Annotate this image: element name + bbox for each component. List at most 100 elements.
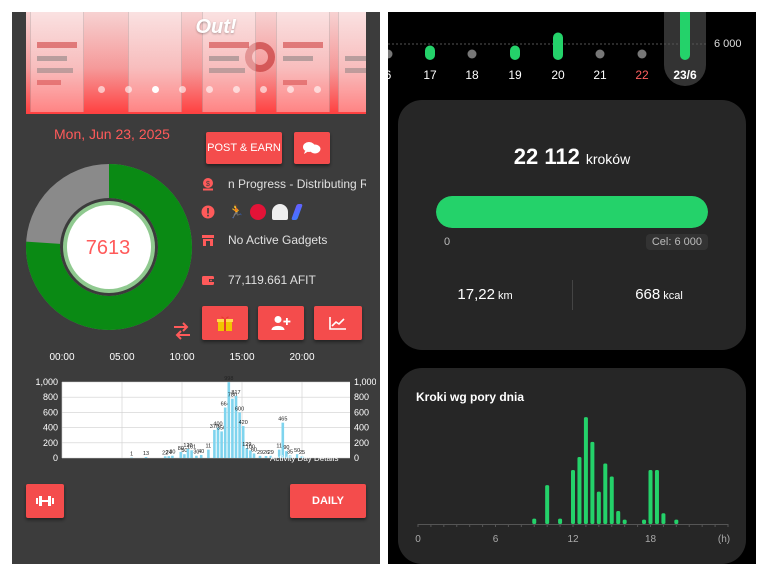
steps-count: 7613: [85, 237, 131, 259]
hourly-bar: [596, 491, 601, 524]
alert-icon: [200, 204, 216, 220]
post-earn-button[interactable]: POST & EARN: [206, 132, 282, 164]
banner-title: Out!: [195, 16, 237, 38]
wallet-icon: [200, 272, 216, 288]
hourly-bar: [532, 518, 537, 524]
histogram-bar: [245, 448, 249, 458]
line-chart-icon: [329, 317, 346, 330]
carousel-dot[interactable]: [125, 86, 132, 93]
store-icon: [200, 232, 216, 248]
swap-arrows-icon[interactable]: [172, 322, 192, 345]
histogram-bar-label: 90: [283, 445, 289, 451]
carousel-dots[interactable]: [98, 86, 328, 96]
histogram-bar: [207, 449, 210, 458]
day-steps-bar: [553, 32, 563, 60]
chat-button[interactable]: [294, 132, 330, 164]
stat-divider: [572, 280, 573, 310]
day-label[interactable]: 6: [388, 68, 403, 82]
add-user-icon: [271, 316, 291, 330]
carousel-dot[interactable]: [98, 86, 105, 93]
steps-unit: kroków: [585, 151, 631, 167]
histogram-bar: [186, 448, 190, 458]
hourly-bar: [571, 470, 575, 524]
histogram-bar-label: 420: [239, 420, 248, 426]
carousel-dot[interactable]: [206, 86, 213, 93]
histogram-y-tick-right: 0: [354, 453, 359, 463]
histogram-bar: [249, 450, 252, 458]
histogram-bar: [163, 456, 167, 458]
hourly-x-unit: (h): [718, 534, 730, 545]
histogram-bar: [195, 455, 198, 458]
histogram-bar-label: 24: [166, 450, 172, 456]
distance-stat: 17,22 km: [398, 286, 572, 304]
gift-button[interactable]: [202, 306, 248, 340]
day-label[interactable]: 23/6: [673, 68, 697, 82]
carousel-dot[interactable]: [233, 86, 240, 93]
ring-center: [67, 205, 151, 289]
alert-row: 🏃: [200, 202, 366, 222]
histogram-bar-label: 80: [178, 446, 184, 452]
promo-banner[interactable]: Out!: [26, 12, 366, 114]
workout-button[interactable]: [26, 484, 64, 518]
hourly-bar: [642, 519, 647, 524]
hourly-bar: [661, 513, 666, 524]
carousel-dot[interactable]: [287, 86, 294, 93]
hourly-activity-histogram: 0 0 200 200 400 400 600 600 800 800 1,000 1,000 1 13 2…: [35, 376, 376, 463]
hourly-steps-title: Kroki wg pory dnia: [416, 390, 525, 404]
steps-summary-card[interactable]: 22 112 kroków 0 Cel: 6 000 17,22 km 668 kca…: [398, 100, 746, 350]
histogram-bar-label: 465: [278, 417, 287, 423]
histogram-bar-label: 22: [162, 450, 168, 456]
hive-icon: [250, 204, 266, 220]
histogram-bar-label: 1: [130, 452, 133, 458]
hourly-x-tick-label: 18: [645, 534, 657, 545]
dumbbell-icon: [36, 496, 54, 506]
current-date: Mon, Jun 23, 2025: [54, 126, 170, 142]
day-label[interactable]: 19: [508, 68, 522, 82]
histogram-bar-label: 400: [213, 422, 222, 428]
carousel-dot[interactable]: [314, 86, 321, 93]
hourly-steps-chart: 0 6 12 18 (h): [415, 417, 730, 545]
add-friend-button[interactable]: [258, 306, 304, 340]
histogram-bar: [179, 451, 183, 458]
activity-day-details-link[interactable]: Activity Day Details: [270, 454, 339, 463]
fitness-app-screen: Out! Mon, Jun 23, 2025 POST & EARN 7613 …: [12, 12, 380, 564]
histogram-bar: [223, 407, 227, 458]
afit-balance: 77,119.661 AFIT: [228, 273, 316, 287]
histogram-x-tick: 20:00: [289, 352, 315, 363]
day-label[interactable]: 22: [635, 68, 649, 82]
histogram-bar-label: 30: [169, 450, 175, 456]
carousel-dot[interactable]: [152, 86, 159, 93]
histogram-bar: [144, 457, 148, 458]
steps-goal-progress: [436, 196, 708, 228]
histogram-bar: [281, 422, 285, 458]
money-download-icon: $: [200, 176, 216, 192]
day-label[interactable]: 21: [593, 68, 607, 82]
histogram-bar: [213, 429, 216, 458]
hourly-bar: [545, 485, 550, 524]
histogram-bar-label: 780: [228, 393, 237, 399]
daily-button[interactable]: DAILY: [290, 484, 366, 518]
day-selector[interactable]: 6 17 18 19 20 21 22 23/6 6 000: [388, 12, 756, 92]
histogram-bar: [258, 455, 262, 458]
carousel-dot[interactable]: [179, 86, 186, 93]
histogram-bar: [167, 456, 171, 458]
histogram-bar-label: 817: [231, 390, 240, 396]
balance-row: 77,119.661 AFIT: [200, 270, 366, 290]
histogram-bar-label: 29: [257, 450, 263, 456]
day-label[interactable]: 18: [465, 68, 479, 82]
day-label[interactable]: 17: [423, 68, 437, 82]
statistics-button[interactable]: [314, 306, 362, 340]
banner-thumbnail: [30, 12, 84, 112]
day-empty-dot: [595, 49, 605, 59]
carousel-dot[interactable]: [260, 86, 267, 93]
histogram-bar-label: 998: [224, 376, 233, 382]
banner-thumbnail: [276, 12, 330, 112]
histogram-bar: [252, 453, 256, 458]
histogram-y-tick-left: 400: [43, 423, 58, 433]
histogram-bar-label: 35: [287, 449, 293, 455]
hourly-steps-card[interactable]: Kroki wg pory dnia 0 6 12 18 (h): [398, 368, 746, 564]
histogram-bar-label: 100: [246, 444, 255, 450]
hourly-bar: [648, 470, 653, 524]
hourly-bar: [558, 518, 563, 524]
day-label[interactable]: 20: [551, 68, 565, 82]
